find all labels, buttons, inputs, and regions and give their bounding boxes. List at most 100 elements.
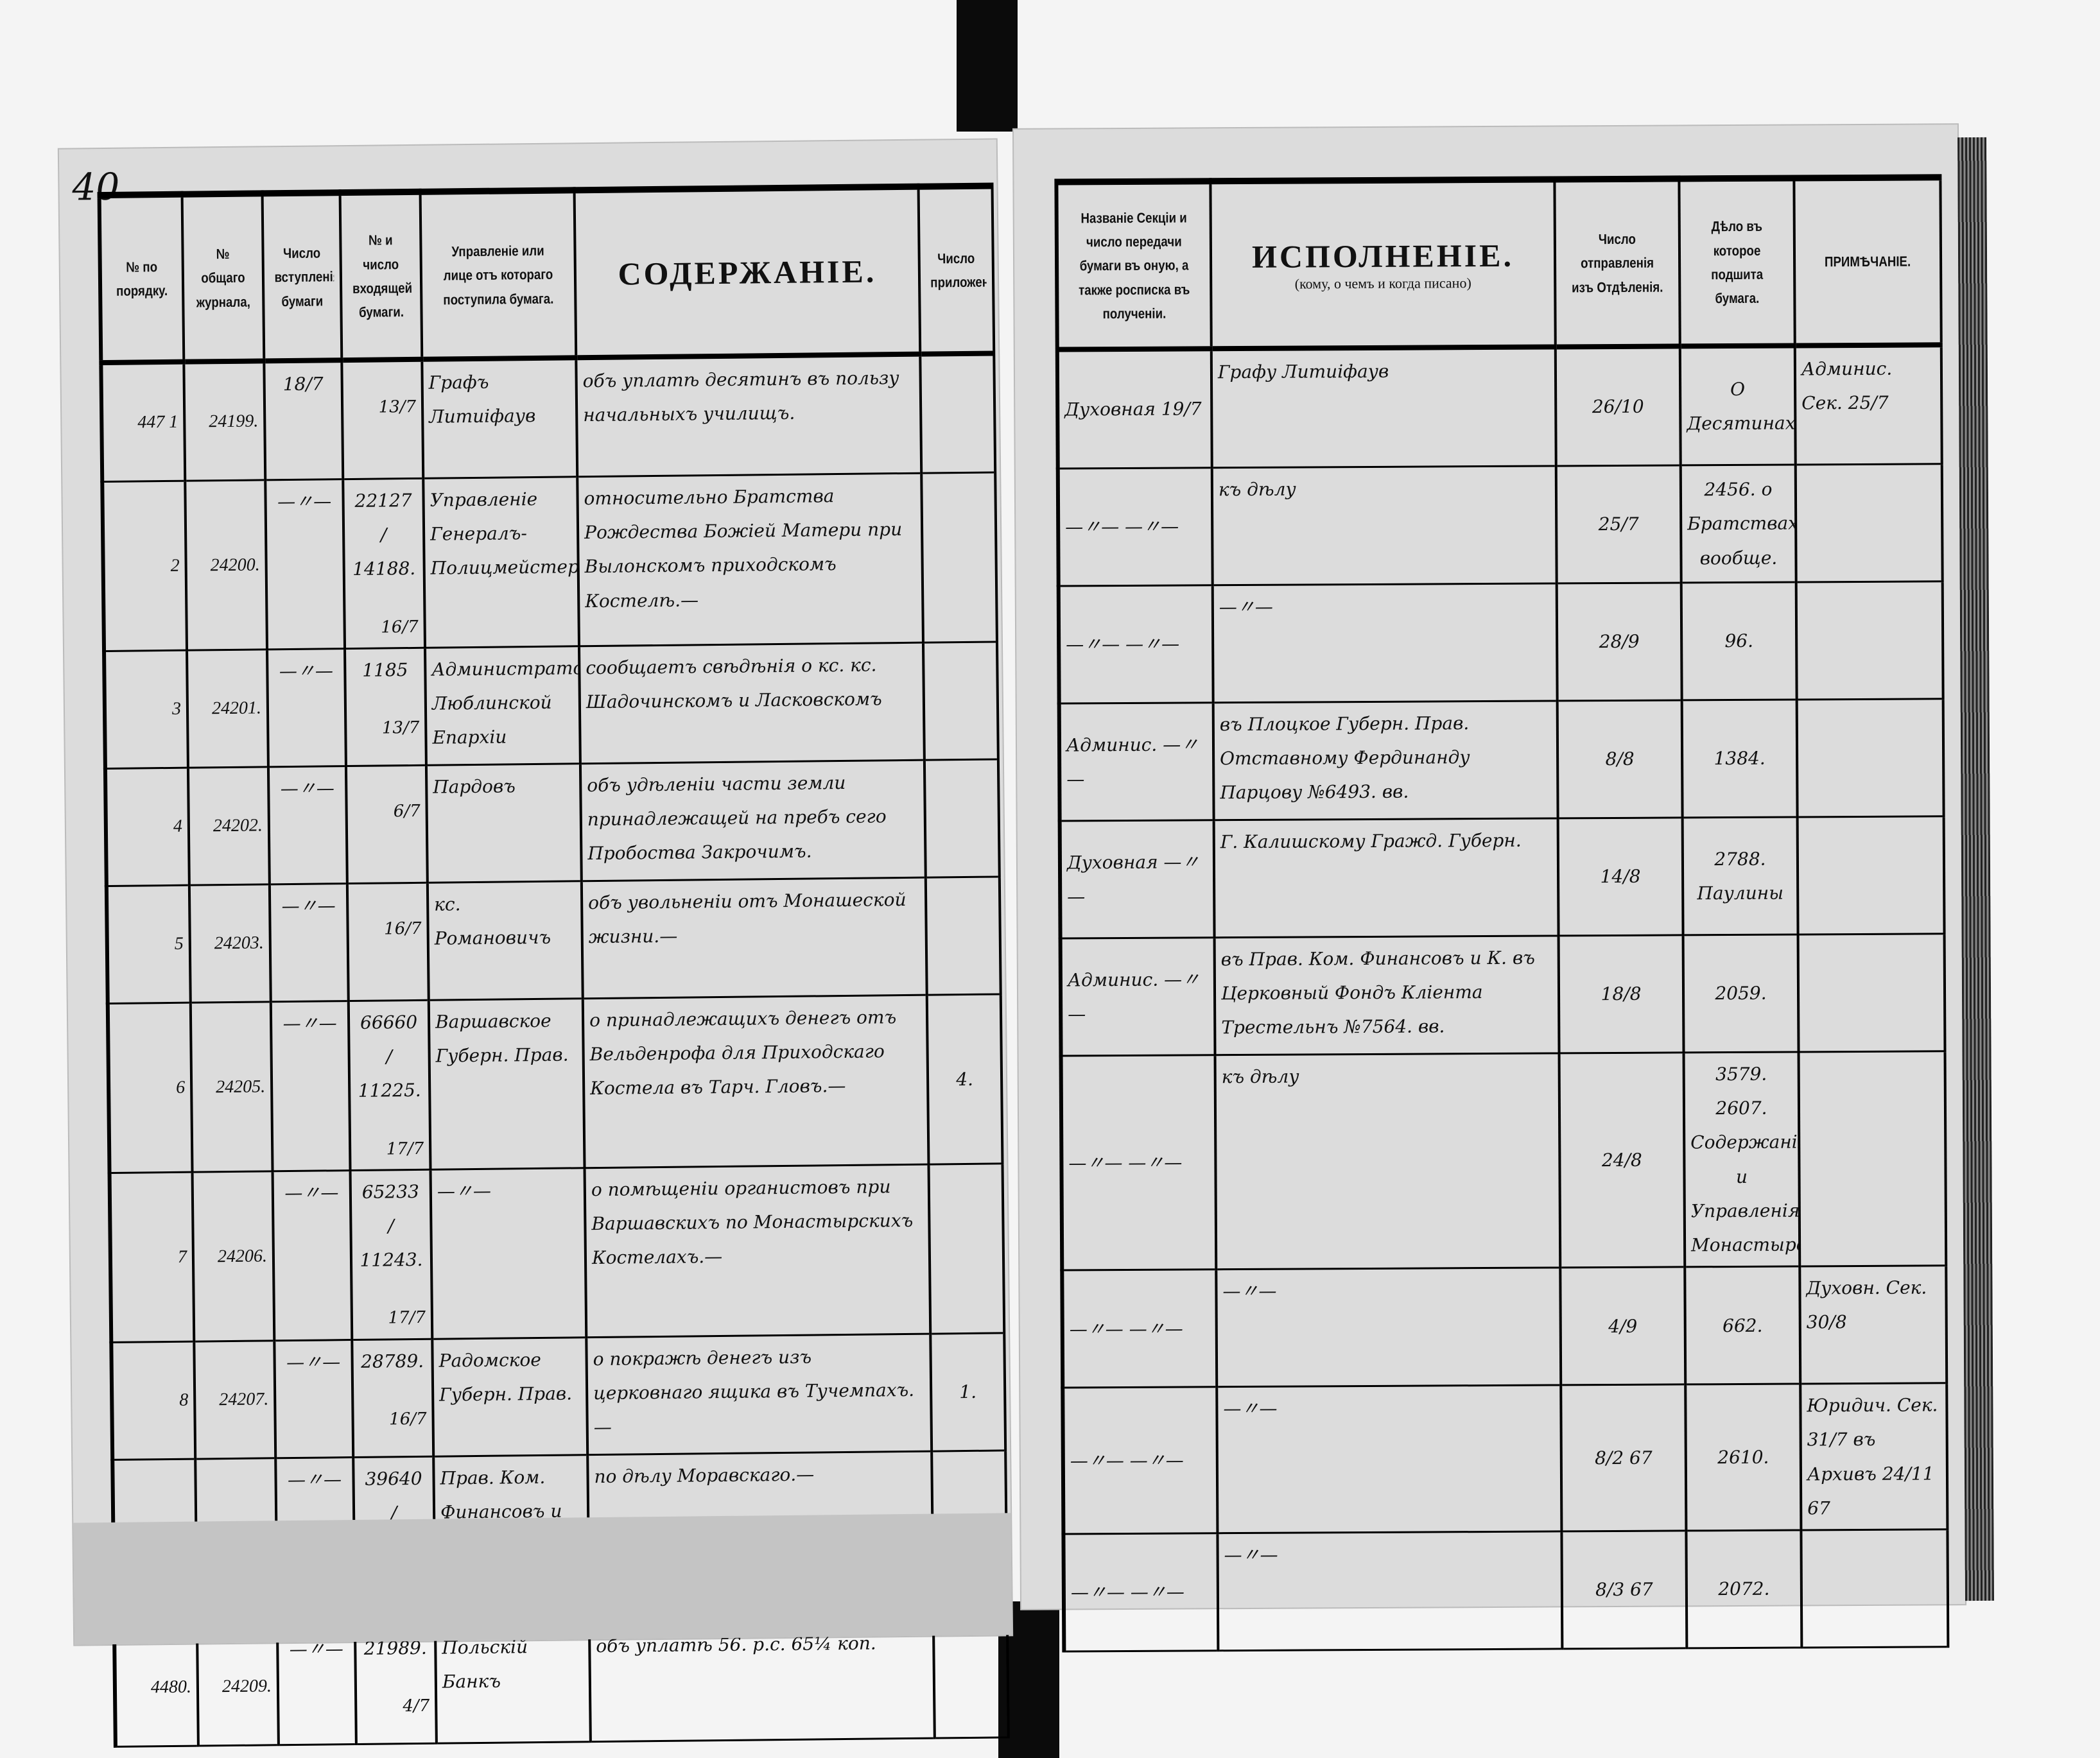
sent-date: 14/8	[1558, 817, 1683, 936]
entry-date: —〃—	[277, 1626, 356, 1745]
sent-date: 8/3 67	[1561, 1530, 1687, 1649]
case-file: 96.	[1681, 582, 1797, 700]
table-row: —〃— —〃— къ дѣлу 25/7 2456. о Братствахъ воо…	[1057, 463, 1943, 587]
table-row: 447 1 24199. 18/7 13/7 Графъ Литиіфаув объ уп…	[101, 353, 996, 482]
table-row: Духовная 19/7 Графу Литиіфаув 26/10 О Десят…	[1057, 345, 1942, 469]
header-attachments: Число приложеній.	[924, 185, 989, 354]
contents: объ уплатѣ десятинъ въ пользу начальныхъ…	[576, 354, 922, 477]
attachments	[920, 353, 996, 474]
incoming-date: 17/7	[386, 1139, 424, 1159]
incoming-number	[352, 770, 420, 771]
incoming-number: 66660 / 11225.	[358, 1011, 421, 1102]
execution: въ Плоцкое Губерн. Прав. Отставному Ферд…	[1213, 700, 1558, 820]
sender: Пардовъ	[426, 763, 582, 883]
incoming-date: 4/7	[403, 1696, 430, 1716]
attachments	[928, 1163, 1005, 1334]
section: —〃— —〃—	[1062, 1269, 1217, 1388]
header-execution-title: ИСПОЛНЕНІЕ.	[1251, 237, 1514, 275]
table-row: 4 24202. —〃— 6/7 Пардовъ объ удѣленіи части з…	[105, 759, 1000, 886]
header-section: Названіе Секціи и число передачи бумаги …	[1068, 181, 1200, 350]
execution: —〃—	[1217, 1531, 1563, 1651]
attachments	[932, 1450, 1007, 1621]
sender: Администраторъ Люблинской Епархіи	[425, 646, 580, 766]
incoming-number: 39640 / 14406	[365, 1467, 423, 1558]
incoming-number: 22127 / 14188.	[352, 489, 416, 580]
note: Духовн. Сек. 30/8	[1800, 1265, 1947, 1384]
entry-date: —〃—	[268, 766, 347, 884]
attachments	[923, 641, 998, 761]
entry-date: —〃—	[267, 648, 346, 767]
incoming-cell: 6/7	[345, 765, 428, 884]
contents: относительно Братства Рождества Божіей М…	[577, 473, 923, 646]
incoming-date: 16/7	[389, 1409, 427, 1429]
order-number: 9	[112, 1458, 197, 1630]
attachments	[921, 472, 997, 643]
header-case-file: Дѣло въ которое подшита бумага.	[1687, 178, 1787, 347]
entry-date: —〃—	[265, 479, 345, 650]
journal-number: 24206.	[192, 1171, 275, 1341]
section: Духовная 19/7	[1057, 349, 1212, 469]
incoming-date: 11/7	[391, 1595, 429, 1615]
sender: Варшавское Губерн. Прав.	[428, 998, 585, 1170]
right-page: Названіе Секціи и число передачи бумаги …	[1013, 125, 1966, 1653]
section: Духовная —〃—	[1059, 820, 1215, 939]
contents: о покражѣ денегъ изъ церковнаго ящика въ…	[586, 1333, 932, 1455]
contents: о помѣщеніи органистовъ при Варшавскихъ …	[584, 1164, 931, 1338]
table-row: 3 24201. —〃— 1185 13/7 Администраторъ Люблинс…	[104, 641, 998, 769]
contents: по дѣлу Моравскаго.—	[587, 1451, 933, 1624]
case-file: О Десятинахъ	[1679, 345, 1796, 465]
order-number: 6	[107, 1003, 193, 1173]
sender: Графъ Литиіфаув	[422, 358, 578, 479]
header-incoming-number: № и число входящей бумаги.	[345, 191, 416, 361]
entry-date: —〃—	[275, 1457, 355, 1628]
incoming-cell: 21989. 4/7	[354, 1626, 437, 1745]
contents: объ увольненіи отъ Монашеской жизни.—	[581, 877, 927, 999]
order-number: 447 1	[101, 361, 186, 482]
case-file: 2610.	[1685, 1384, 1801, 1531]
journal-number: 24201.	[187, 649, 268, 768]
section: —〃— —〃—	[1058, 585, 1213, 704]
sender: —〃—	[430, 1168, 587, 1340]
entry-date: —〃—	[269, 883, 349, 1002]
execution: —〃—	[1216, 1268, 1561, 1387]
header-sender: Управленіе или лице отъ котораго поступи…	[431, 190, 565, 359]
table-row: 7 24206. —〃— 65233 / 11243. 17/7 —〃— о помѣщен…	[109, 1163, 1005, 1343]
incoming-cell: 16/7	[347, 883, 429, 1001]
note	[1796, 581, 1943, 700]
incoming-cell: 66660 / 11225. 17/7	[348, 1000, 431, 1171]
register-table-right: Названіе Секціи и число передачи бумаги …	[1054, 174, 1950, 1653]
note	[1795, 463, 1943, 582]
table-row: Админис. —〃— въ Плоцкое Губерн. Прав. Отс…	[1059, 698, 1944, 822]
book-binding-top	[957, 0, 1018, 132]
table-row: 9 24208 —〃— 39640 / 14406 11/7 Прав. Ком. Фин…	[112, 1450, 1007, 1630]
sender: Прав. Ком. Финансовъ и К.	[433, 1454, 589, 1626]
case-file: 2072.	[1686, 1530, 1802, 1648]
journal-number: 24202.	[187, 766, 270, 886]
order-number: 3	[104, 650, 188, 769]
header-execution-subtitle: (кому, о чемъ и когда писано)	[1294, 274, 1471, 292]
note	[1796, 698, 1944, 817]
incoming-number: 1185	[362, 659, 408, 681]
execution: —〃—	[1212, 583, 1558, 703]
journal-number: 24203.	[189, 884, 271, 1003]
note	[1801, 1529, 1948, 1648]
execution: —〃—	[1217, 1385, 1562, 1533]
header-entry-date: Число вступленія бумаги	[268, 193, 336, 361]
order-number: 7	[109, 1172, 195, 1343]
table-row: —〃— —〃— къ дѣлу 24/8 3579. 2607. Содержанія…	[1061, 1051, 1947, 1271]
entry-date: —〃—	[270, 1001, 351, 1171]
header-execution: ИСПОЛНЕНІЕ. (кому, о чемъ и когда писано)	[1210, 179, 1556, 349]
note: Юридич. Сек. 31/7 въ Архивъ 24/11 67	[1800, 1383, 1948, 1530]
table-row: —〃— —〃— —〃— 4/9 662. Духовн. Сек. 30/8	[1062, 1265, 1947, 1388]
table-row: 8 24207. —〃— 28789. 16/7 Радомское Губерн. Пр…	[111, 1332, 1006, 1460]
journal-number: 24208	[195, 1458, 277, 1628]
incoming-cell: 65233 / 11243. 17/7	[350, 1169, 433, 1340]
note	[1797, 816, 1945, 935]
case-file: 2059.	[1683, 934, 1799, 1053]
entry-date: —〃—	[272, 1170, 352, 1341]
incoming-date: 17/7	[388, 1308, 426, 1328]
entry-date: 18/7	[264, 360, 343, 480]
note	[1798, 1051, 1947, 1267]
incoming-cell: 39640 / 14406 11/7	[353, 1456, 435, 1627]
incoming-date: 6/7	[393, 801, 421, 822]
